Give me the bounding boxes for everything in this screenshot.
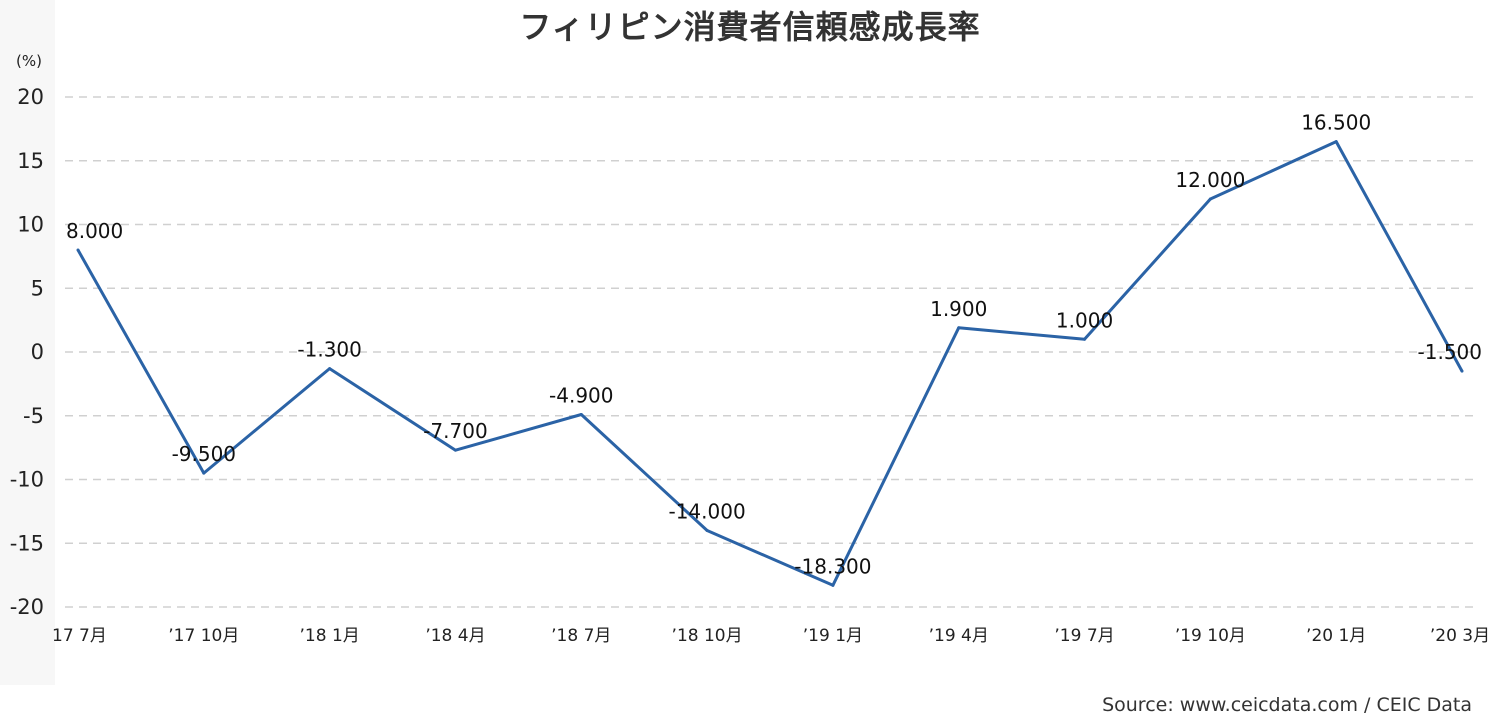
y-tick-label: 0	[31, 340, 44, 364]
y-tick-label: 5	[31, 276, 44, 300]
data-point	[328, 367, 332, 371]
y-tick-label: -5	[23, 404, 44, 428]
x-tick-label: ’19 7月	[1054, 626, 1114, 646]
data-label: -14.000	[668, 500, 745, 524]
y-axis-unit-label: (%)	[16, 52, 42, 70]
data-point	[579, 412, 583, 416]
x-tick-label: ’18 10月	[672, 626, 743, 646]
data-label: 12.000	[1175, 168, 1245, 192]
data-label: -4.900	[549, 383, 613, 407]
y-tick-label: -10	[10, 468, 44, 492]
line-chart: 20 15 10 5 0 -5 -10 -15 -20 17 7月 ’17 10月 ’18 1月 ’1…	[10, 85, 1490, 646]
source-credit: Source: www.ceicdata.com / CEIC Data	[1102, 694, 1472, 716]
data-label: -1.500	[1418, 340, 1482, 364]
data-point	[1334, 140, 1338, 144]
data-label: 1.000	[1056, 308, 1113, 332]
y-tick-label: 20	[17, 85, 44, 109]
y-tick-label: 10	[17, 213, 44, 237]
data-point	[76, 248, 80, 252]
x-tick-label: ’20 3月	[1430, 626, 1490, 646]
series-line	[76, 140, 1464, 587]
y-tick-label: -20	[10, 595, 44, 619]
data-label: -9.500	[172, 442, 236, 466]
y-axis-ticks: 20 15 10 5 0 -5 -10 -15 -20	[10, 85, 44, 619]
y-tick-label: 15	[17, 149, 44, 173]
data-label: 8.000	[66, 219, 123, 243]
grid-lines	[65, 96, 1475, 608]
data-point	[831, 583, 835, 587]
data-label: 1.900	[930, 297, 987, 321]
data-labels: 8.000 -9.500 -1.300 -7.700 -4.900 -14.000 -18.…	[66, 111, 1482, 579]
x-axis-ticks: 17 7月 ’17 10月 ’18 1月 ’18 4月 ’18 7月 ’18 10月 ’19…	[52, 626, 1490, 646]
data-label: -7.700	[423, 419, 487, 443]
data-point	[1208, 197, 1212, 201]
data-point	[957, 326, 961, 330]
series-line-group	[76, 140, 1464, 587]
data-label: -1.300	[297, 338, 361, 362]
y-tick-label: -15	[10, 531, 44, 555]
x-tick-label: ’17 10月	[168, 626, 239, 646]
x-tick-label: ’18 1月	[300, 626, 360, 646]
data-point	[453, 448, 457, 452]
x-tick-label: 17 7月	[52, 626, 107, 646]
x-tick-label: ’20 1月	[1306, 626, 1366, 646]
data-point	[705, 529, 709, 532]
x-tick-label: ’18 7月	[551, 626, 611, 646]
data-point	[202, 471, 206, 475]
data-label: -18.300	[794, 554, 871, 578]
x-tick-label: ’19 10月	[1175, 626, 1246, 646]
x-tick-label: ’19 1月	[803, 626, 863, 646]
data-label: 16.500	[1301, 111, 1371, 135]
data-point	[1460, 369, 1464, 373]
chart-title: フィリピン消費者信頼感成長率	[519, 8, 981, 46]
x-tick-label: ’18 4月	[425, 626, 485, 646]
x-tick-label: ’19 4月	[929, 626, 989, 646]
left-shaded-pane	[0, 0, 55, 685]
data-point	[1083, 337, 1087, 341]
